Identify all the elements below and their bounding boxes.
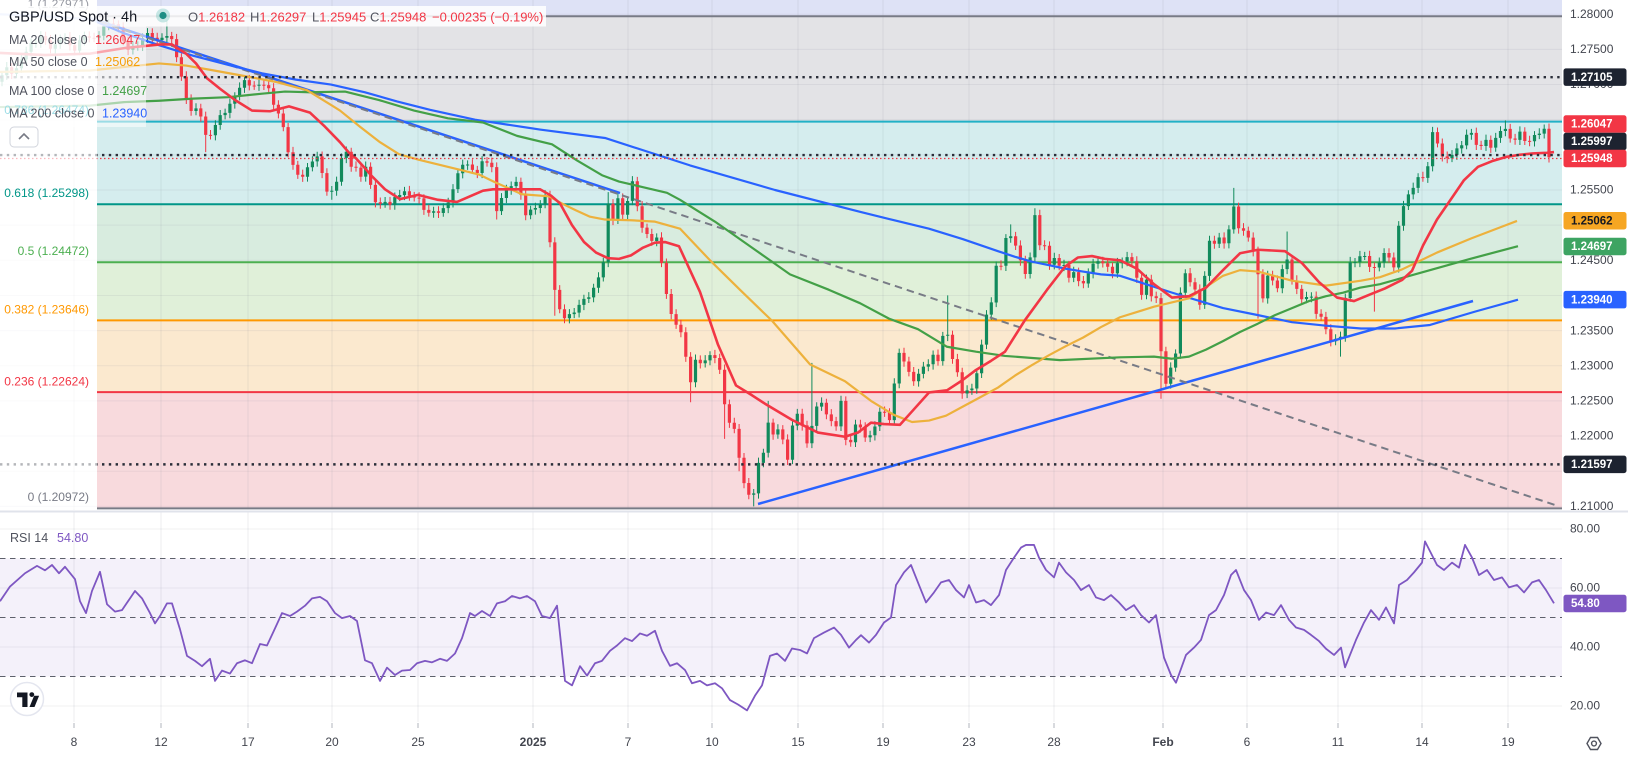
svg-text:0.5 (1.24472): 0.5 (1.24472) bbox=[18, 244, 89, 258]
svg-text:2025: 2025 bbox=[520, 735, 547, 749]
svg-text:1.26047: 1.26047 bbox=[95, 33, 140, 47]
svg-text:1.24500: 1.24500 bbox=[1570, 253, 1614, 267]
svg-text:54.80: 54.80 bbox=[57, 531, 88, 545]
svg-text:1.23500: 1.23500 bbox=[1570, 323, 1614, 337]
svg-text:12: 12 bbox=[154, 735, 168, 749]
svg-text:8: 8 bbox=[71, 735, 78, 749]
svg-text:0.382 (1.23646): 0.382 (1.23646) bbox=[4, 303, 89, 317]
svg-text:Feb: Feb bbox=[1152, 735, 1173, 749]
svg-text:11: 11 bbox=[1332, 735, 1345, 749]
svg-text:1.23000: 1.23000 bbox=[1570, 358, 1614, 372]
svg-text:GBP/USD Spot · 4h: GBP/USD Spot · 4h bbox=[9, 10, 137, 26]
svg-text:1.21597: 1.21597 bbox=[1571, 459, 1613, 471]
svg-text:20.00: 20.00 bbox=[1570, 699, 1600, 713]
svg-text:MA 100 close 0: MA 100 close 0 bbox=[9, 84, 95, 98]
svg-text:14: 14 bbox=[1415, 735, 1429, 749]
svg-text:1.23940: 1.23940 bbox=[102, 107, 147, 121]
svg-text:6: 6 bbox=[1244, 735, 1251, 749]
svg-text:1.27500: 1.27500 bbox=[1570, 42, 1614, 56]
svg-text:L1.25945: L1.25945 bbox=[312, 10, 366, 25]
svg-text:28: 28 bbox=[1047, 735, 1061, 749]
svg-text:7: 7 bbox=[625, 735, 632, 749]
svg-text:1.25062: 1.25062 bbox=[95, 55, 140, 69]
svg-text:1.27105: 1.27105 bbox=[1571, 72, 1613, 84]
svg-text:17: 17 bbox=[241, 735, 255, 749]
svg-text:23: 23 bbox=[962, 735, 976, 749]
svg-text:1.28000: 1.28000 bbox=[1570, 7, 1614, 21]
svg-text:1 (1.27971): 1 (1.27971) bbox=[28, 0, 89, 11]
svg-text:15: 15 bbox=[791, 735, 805, 749]
svg-text:1.25062: 1.25062 bbox=[1571, 215, 1613, 227]
svg-text:1.24697: 1.24697 bbox=[102, 84, 147, 98]
svg-text:C1.25948: C1.25948 bbox=[370, 10, 426, 25]
svg-text:1.25948: 1.25948 bbox=[1571, 153, 1613, 165]
svg-text:1.23940: 1.23940 bbox=[1571, 294, 1613, 306]
svg-text:1.25997: 1.25997 bbox=[1571, 136, 1613, 148]
svg-text:1.24697: 1.24697 bbox=[1571, 241, 1613, 253]
svg-text:RSI 14: RSI 14 bbox=[10, 531, 48, 545]
svg-text:−0.00235 (−0.19%): −0.00235 (−0.19%) bbox=[432, 10, 543, 25]
svg-text:1.26047: 1.26047 bbox=[1571, 119, 1613, 131]
svg-text:H1.26297: H1.26297 bbox=[250, 10, 306, 25]
svg-text:MA 20 close 0: MA 20 close 0 bbox=[9, 33, 88, 47]
svg-text:MA 200 close 0: MA 200 close 0 bbox=[9, 107, 95, 121]
svg-text:1.25500: 1.25500 bbox=[1570, 183, 1614, 197]
svg-text:60.00: 60.00 bbox=[1570, 581, 1600, 595]
svg-text:1.22000: 1.22000 bbox=[1570, 429, 1614, 443]
svg-text:19: 19 bbox=[876, 735, 890, 749]
svg-text:25: 25 bbox=[411, 735, 425, 749]
svg-text:1.22500: 1.22500 bbox=[1570, 394, 1614, 408]
svg-text:54.80: 54.80 bbox=[1571, 598, 1600, 610]
svg-text:19: 19 bbox=[1501, 735, 1515, 749]
svg-text:1.21000: 1.21000 bbox=[1570, 499, 1614, 513]
svg-text:0.236 (1.22624): 0.236 (1.22624) bbox=[4, 375, 89, 389]
svg-text:40.00: 40.00 bbox=[1570, 640, 1600, 654]
svg-text:80.00: 80.00 bbox=[1570, 522, 1600, 536]
svg-text:20: 20 bbox=[325, 735, 339, 749]
svg-text:O1.26182: O1.26182 bbox=[188, 10, 245, 25]
svg-text:0.618 (1.25298): 0.618 (1.25298) bbox=[4, 186, 89, 200]
svg-text:MA 50 close 0: MA 50 close 0 bbox=[9, 55, 88, 69]
svg-text:0 (1.20972): 0 (1.20972) bbox=[28, 490, 89, 504]
svg-text:10: 10 bbox=[705, 735, 719, 749]
